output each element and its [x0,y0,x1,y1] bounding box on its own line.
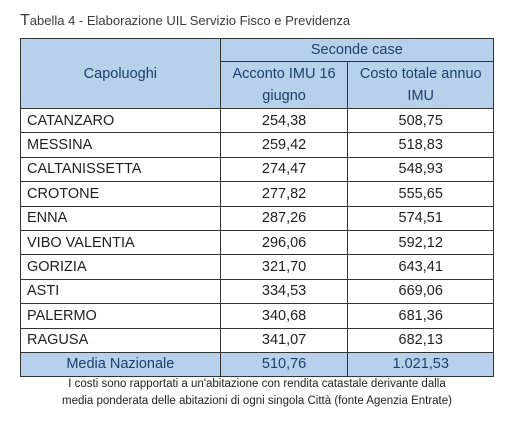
average-row: Media Nazionale 510,76 1.021,53 [20,351,494,377]
table-row: MESSINA 259,42 518,83 [20,132,494,158]
costo-cell: 508,75 [347,107,494,134]
col-header-costo-line2: IMU [407,88,435,104]
city-cell: CROTONE [20,181,221,207]
table-body: CATANZARO 254,38 508,75 MESSINA 259,42 518,83… [20,107,494,353]
acconto-cell: 274,47 [219,156,349,183]
table-caption: Tabella 4 - Elaborazione UIL Servizio Fi… [20,12,350,30]
costo-cell: 669,06 [347,278,494,305]
city-cell: PALERMO [20,303,221,329]
table-row: CROTONE 277,82 555,65 [20,181,494,207]
costo-cell: 643,41 [347,254,494,280]
table-row: CALTANISSETTA 274,47 548,93 [20,156,494,183]
costo-cell: 681,36 [347,303,494,329]
col-header-costo: Costo totale annuo IMU [347,61,494,109]
caption-text: abella 4 - Elaborazione UIL Servizio Fis… [29,13,351,28]
acconto-cell: 296,06 [219,229,349,256]
acconto-cell: 334,53 [219,278,349,305]
average-label: Media Nazionale [20,351,221,377]
group-header-seconde-case: Seconde case [219,38,495,62]
footnote-line1: I costi sono rapportati a un'abitazione … [68,378,446,390]
table-row: VIBO VALENTIA 296,06 592,12 [20,229,494,256]
costo-cell: 518,83 [347,132,494,158]
city-cell: ENNA [20,205,221,231]
acconto-cell: 321,70 [219,254,349,280]
city-cell: VIBO VALENTIA [20,229,221,256]
table-row: PALERMO 340,68 681,36 [20,303,494,329]
imu-table: Capoluoghi Seconde case Acconto IMU 16 g… [20,38,495,377]
acconto-cell: 259,42 [219,132,349,158]
city-cell: RAGUSA [20,327,221,353]
costo-cell: 592,12 [347,229,494,256]
costo-cell: 682,13 [347,327,494,353]
footnote: I costi sono rapportati a un'abitazione … [20,376,494,409]
col-header-acconto: Acconto IMU 16 giugno [219,61,349,109]
col-header-acconto-line2: giugno [262,88,306,104]
table-row: CATANZARO 254,38 508,75 [20,107,494,134]
costo-cell: 548,93 [347,156,494,183]
caption-initial: T [20,12,30,29]
table-row: ENNA 287,26 574,51 [20,205,494,231]
average-costo: 1.021,53 [347,351,494,377]
acconto-cell: 341,07 [219,327,349,353]
city-cell: CALTANISSETTA [20,156,221,183]
city-cell: CATANZARO [20,107,221,134]
acconto-cell: 277,82 [219,181,349,207]
table-row: GORIZIA 321,70 643,41 [20,254,494,280]
col-header-acconto-line1: Acconto IMU 16 [232,66,336,82]
costo-cell: 574,51 [347,205,494,231]
city-cell: ASTI [20,278,221,305]
acconto-cell: 340,68 [219,303,349,329]
table-row: ASTI 334,53 669,06 [20,278,494,305]
acconto-cell: 287,26 [219,205,349,231]
costo-cell: 555,65 [347,181,494,207]
footnote-line2: media ponderata delle abitazioni di ogni… [62,394,452,407]
col-header-costo-line1: Costo totale annuo [359,66,482,82]
col-header-capoluoghi: Capoluoghi [20,38,221,109]
city-cell: GORIZIA [20,254,221,280]
acconto-cell: 254,38 [219,107,349,134]
table-row: RAGUSA 341,07 682,13 [20,327,494,353]
city-cell: MESSINA [20,132,221,158]
average-acconto: 510,76 [219,351,349,377]
